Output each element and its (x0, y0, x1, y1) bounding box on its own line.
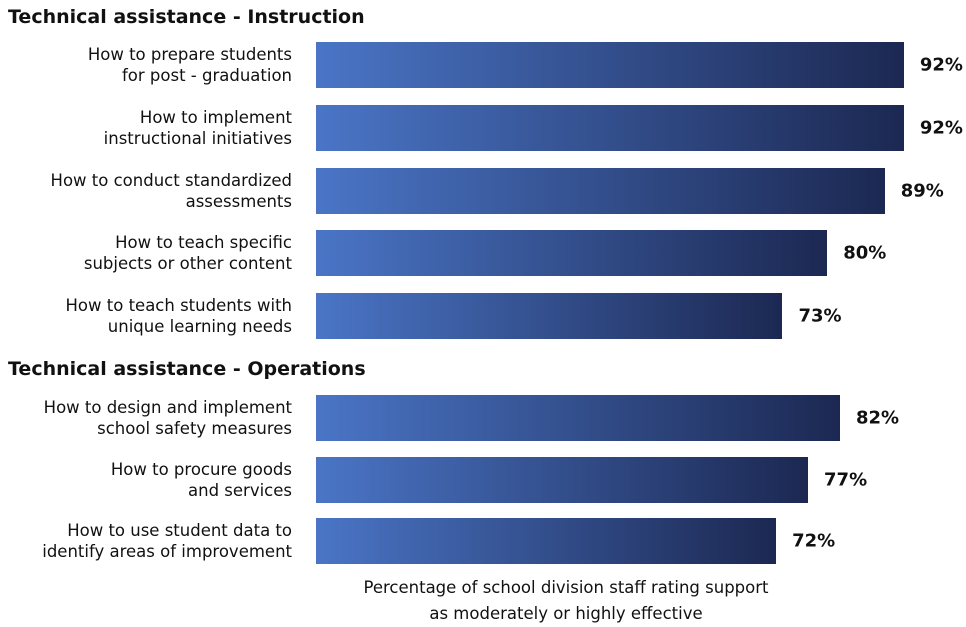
category-label: How to teach students with unique learni… (65, 296, 292, 337)
category-label: How to use student data to identify area… (42, 521, 292, 561)
category-label: How to procure goods and services (110, 459, 292, 500)
bar (316, 518, 777, 564)
category-label: How to teach specific subjects or other … (83, 233, 292, 274)
value-label: 77% (824, 469, 868, 490)
category-label: How to conduct standardized assessments (50, 170, 292, 211)
value-label: 92% (919, 117, 963, 139)
value-label: 82% (855, 407, 900, 429)
value-label: 72% (792, 530, 836, 552)
bar (316, 42, 904, 88)
category-label: How to prepare students for post - gradu… (87, 45, 292, 85)
group-title: Technical assistance - Operations (8, 358, 366, 380)
bar (316, 230, 828, 277)
bar (316, 395, 840, 441)
value-label: 73% (798, 305, 842, 327)
value-label: 80% (843, 242, 887, 264)
value-label: 89% (900, 180, 944, 202)
bar (316, 456, 809, 503)
bar (316, 167, 885, 214)
x-axis-label: Percentage of school division staff rati… (363, 578, 769, 623)
category-label: How to implement instructional initiativ… (103, 107, 292, 148)
category-label: How to design and implement school safet… (43, 398, 292, 438)
value-label: 92% (919, 54, 963, 76)
group-title: Technical assistance - Instruction (8, 6, 365, 28)
bar (316, 293, 783, 340)
bar (316, 104, 904, 151)
